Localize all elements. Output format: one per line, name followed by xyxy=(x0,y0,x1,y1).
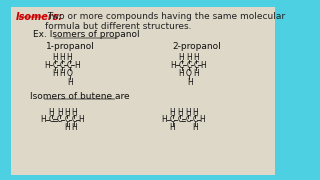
Text: Isomers:: Isomers: xyxy=(16,12,63,22)
Text: C: C xyxy=(57,116,62,125)
Text: H: H xyxy=(185,107,191,116)
Text: C: C xyxy=(170,116,175,125)
Text: C: C xyxy=(193,116,198,125)
Text: Ex. Isomers of propanol: Ex. Isomers of propanol xyxy=(33,30,139,39)
Text: H: H xyxy=(192,123,198,132)
Text: H: H xyxy=(162,116,167,125)
Text: H: H xyxy=(187,78,193,87)
Text: C: C xyxy=(71,116,77,125)
Text: H: H xyxy=(64,107,70,116)
Text: C: C xyxy=(185,116,190,125)
Text: H: H xyxy=(67,53,72,62)
Text: H: H xyxy=(71,107,77,116)
Text: C: C xyxy=(177,116,182,125)
Text: C: C xyxy=(52,60,58,69)
Text: H: H xyxy=(179,69,185,78)
Text: H: H xyxy=(49,107,54,116)
Text: H: H xyxy=(200,60,206,69)
Text: H: H xyxy=(41,116,46,125)
Text: O: O xyxy=(67,69,73,78)
Text: H: H xyxy=(64,123,70,132)
Text: H: H xyxy=(193,53,199,62)
Text: H: H xyxy=(52,53,58,62)
Text: H: H xyxy=(52,69,58,78)
Text: H: H xyxy=(71,123,77,132)
Text: H: H xyxy=(60,53,65,62)
Text: H: H xyxy=(57,107,62,116)
Text: H: H xyxy=(193,69,199,78)
Text: H: H xyxy=(186,53,192,62)
Text: C: C xyxy=(64,116,69,125)
Text: 1-propanol: 1-propanol xyxy=(46,42,95,51)
Text: H: H xyxy=(44,60,50,69)
Text: H: H xyxy=(74,60,80,69)
Text: C: C xyxy=(186,60,191,69)
Text: Isomers of butene are: Isomers of butene are xyxy=(30,92,129,101)
Text: H: H xyxy=(199,116,205,125)
Text: C: C xyxy=(193,60,199,69)
Text: H: H xyxy=(170,107,175,116)
Text: Two or more compounds having the same molecular
formula but different structures: Two or more compounds having the same mo… xyxy=(45,12,285,31)
Text: H: H xyxy=(68,78,73,87)
Text: H: H xyxy=(179,53,185,62)
Text: H: H xyxy=(192,107,198,116)
Text: H: H xyxy=(78,116,84,125)
Text: H: H xyxy=(170,123,175,132)
Text: H: H xyxy=(177,107,183,116)
Text: O: O xyxy=(186,69,192,78)
Text: C: C xyxy=(179,60,184,69)
Text: H: H xyxy=(171,60,176,69)
Text: 2-propanol: 2-propanol xyxy=(172,42,221,51)
Text: C: C xyxy=(60,60,65,69)
Text: H: H xyxy=(60,69,65,78)
Text: C: C xyxy=(49,116,54,125)
Text: C: C xyxy=(67,60,72,69)
FancyBboxPatch shape xyxy=(11,7,275,175)
